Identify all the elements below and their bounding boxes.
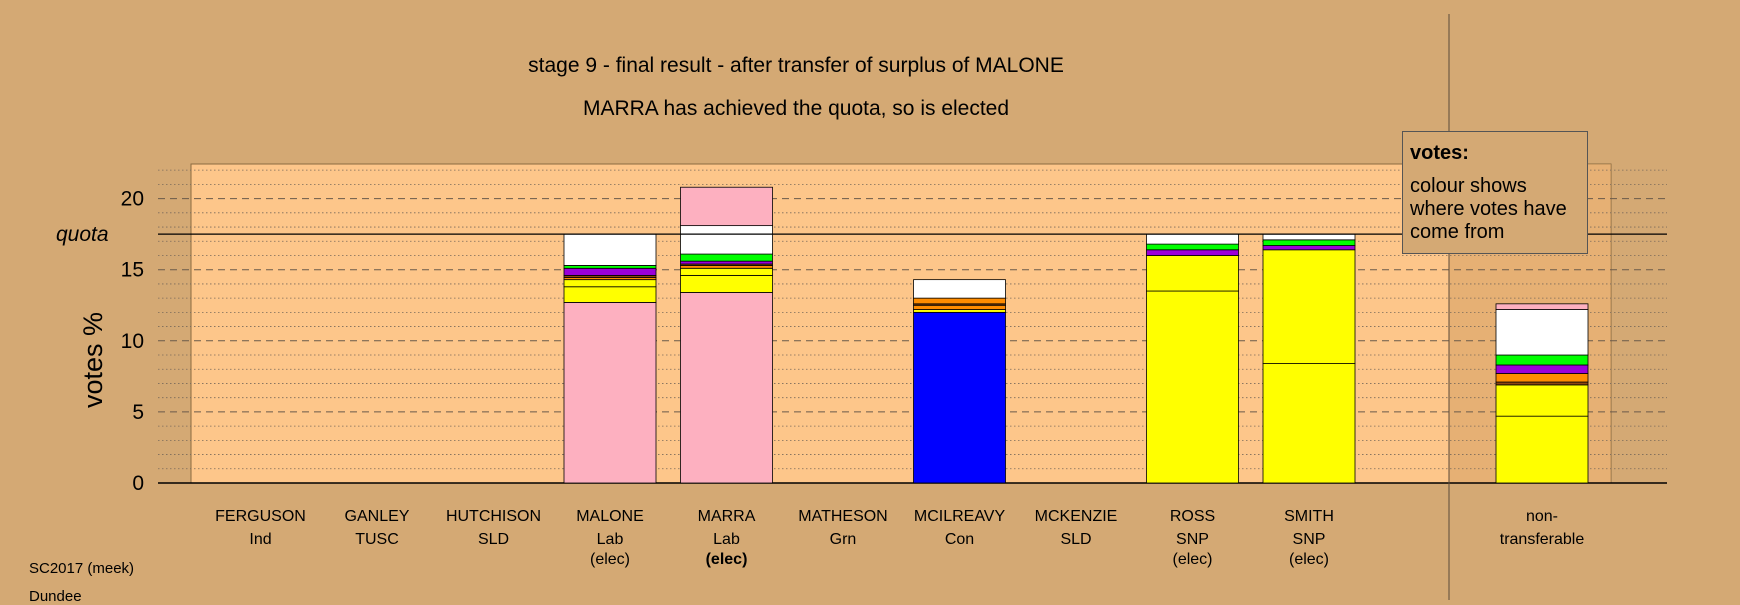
candidate-party: Lab [597, 531, 624, 548]
candidate-status: (elec) [1289, 551, 1329, 568]
bar-segment [563, 265, 657, 269]
candidate-name: non- [1526, 508, 1558, 525]
legend-body: colour shows where votes have come from [1410, 175, 1567, 243]
bar-segment [680, 186, 773, 227]
bar-segment [1495, 381, 1589, 386]
bar-segment [1495, 303, 1589, 310]
y-tick-label: 0 [132, 472, 144, 495]
candidate-party: SLD [478, 531, 509, 548]
bar-segment [1262, 239, 1356, 246]
bar-segment [680, 267, 773, 276]
y-tick-label: 10 [121, 330, 144, 353]
candidate-status: (elec) [1172, 551, 1212, 568]
candidate-party: Ind [249, 531, 271, 548]
bar-segment [913, 304, 1006, 310]
bar-segment [563, 267, 657, 276]
bar-segment [563, 233, 657, 266]
candidate-party: TUSC [355, 531, 399, 548]
bar-segment [1262, 245, 1356, 251]
plot-area [190, 163, 1612, 484]
bar-segment [1495, 373, 1589, 383]
bar-segment [563, 286, 657, 303]
y-axis-label: votes % [78, 312, 108, 408]
bar-segment [1146, 243, 1239, 251]
bar-segment [563, 279, 657, 288]
quota-label: quota [56, 223, 109, 246]
chart-subtitle: MARRA has achieved the quota, so is elec… [582, 97, 1010, 120]
bar-segment [913, 309, 1006, 313]
bar-segment [1262, 233, 1356, 241]
bar-segment [1146, 255, 1239, 292]
bar-segment [1146, 249, 1239, 256]
bar-segment [1262, 249, 1356, 364]
bar-segment [1262, 363, 1356, 484]
candidate-name: MCILREAVY [914, 508, 1006, 525]
candidate-name: ROSS [1170, 508, 1215, 525]
bar-segment [1495, 309, 1589, 356]
bar-segment [680, 265, 773, 269]
bar-segment [913, 311, 1006, 484]
bar-segment [1495, 415, 1589, 484]
candidate-name: HUTCHISON [446, 508, 541, 525]
candidate-status: (elec) [590, 551, 630, 568]
candidate-party: SNP [1293, 531, 1326, 548]
candidate-name: GANLEY [345, 508, 410, 525]
y-tick-label: 15 [121, 259, 144, 282]
bar-segment [680, 225, 773, 255]
candidate-party: SNP [1176, 531, 1209, 548]
bar-segment [563, 302, 657, 484]
bar-segment [913, 279, 1006, 299]
bar-segment [1495, 364, 1589, 374]
bar-segment [1146, 290, 1239, 484]
y-tick-label: 20 [121, 188, 144, 211]
legend-title: votes: [1410, 142, 1469, 164]
bar-segment [1495, 354, 1589, 366]
candidate-name: FERGUSON [215, 508, 306, 525]
bar-segment [1495, 384, 1589, 417]
candidate-party: transferable [1500, 531, 1585, 548]
footer-region-label: Dundee [29, 588, 82, 605]
bar-segment [680, 274, 773, 293]
bar-segment [680, 253, 773, 262]
candidate-party: Con [945, 531, 974, 548]
candidate-party: Grn [830, 531, 857, 548]
footer-system-label: SC2017 (meek) [29, 560, 135, 577]
candidate-name: MARRA [698, 508, 756, 525]
candidate-status: (elec) [706, 551, 748, 568]
candidate-name: MATHESON [798, 508, 887, 525]
bar-segment [680, 292, 773, 484]
bar-segment [913, 297, 1006, 305]
candidate-party: SLD [1060, 531, 1091, 548]
bar-segment [680, 260, 773, 265]
chart-title: stage 9 - final result - after transfer … [528, 54, 1064, 77]
candidate-party: Lab [713, 531, 740, 548]
candidate-name: MCKENZIE [1035, 508, 1118, 525]
legend-box: votes: colour shows where votes have com… [1402, 131, 1588, 254]
y-tick-label: 5 [132, 401, 144, 424]
bar-segment [1146, 233, 1239, 245]
candidate-name: MALONE [576, 508, 644, 525]
candidate-name: SMITH [1284, 508, 1334, 525]
